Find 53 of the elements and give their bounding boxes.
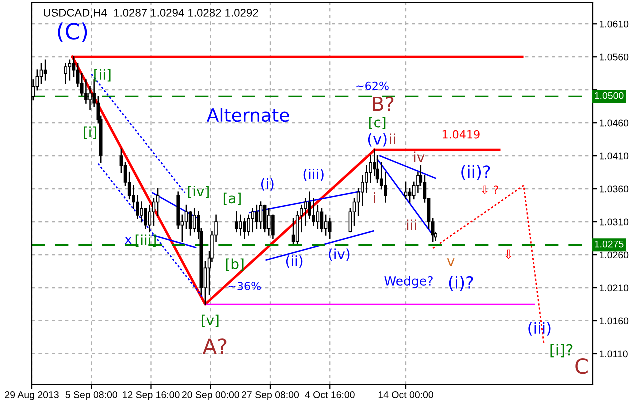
annotation: iv — [414, 152, 425, 162]
annotation: [c] — [370, 116, 386, 130]
annotation: [iv] — [188, 186, 209, 198]
annotation: 1.0419 — [442, 130, 480, 139]
annotation: (iv) — [329, 248, 350, 262]
annotation: (ii)? — [462, 165, 490, 180]
annotation: (i)? — [449, 276, 474, 291]
x-tick-label: 12 Sep 16:00 — [123, 392, 180, 400]
y-tick-label: 1.0410 — [600, 152, 629, 160]
annotation: x — [125, 237, 132, 244]
annotation: B? — [373, 96, 394, 112]
annotation: iii — [407, 220, 416, 230]
annotation: (iii) — [304, 168, 324, 182]
annotation: ⇩ ? — [482, 186, 498, 194]
annotation: C — [576, 358, 588, 374]
annotation: [b] — [226, 258, 244, 272]
annotation: v — [447, 258, 455, 266]
annotation: (iii) — [528, 322, 551, 336]
annotation: [i] — [84, 126, 96, 140]
x-tick-label: 5 Sep 08:00 — [66, 392, 118, 400]
annotation: ⇩ — [506, 250, 512, 260]
ref-line-label: 1.0275 — [595, 240, 624, 248]
annotation: [ii] — [94, 69, 111, 82]
annotation: ~62% — [356, 82, 389, 90]
annotation: Wedge? — [384, 276, 433, 288]
x-tick-label: 14 Oct 00:00 — [378, 392, 434, 398]
annotation: i — [374, 192, 376, 203]
annotation: Alternate — [207, 108, 290, 122]
y-tick-label: 1.0160 — [600, 318, 629, 325]
annotation: [i]? — [550, 344, 573, 358]
annotation: [a] — [224, 192, 241, 206]
x-tick-label: 4 Oct 16:00 — [305, 392, 355, 398]
annotation: (C) — [58, 22, 88, 43]
y-tick-label: 1.0310 — [600, 218, 629, 226]
x-tick-label: 27 Sep 08:00 — [242, 392, 300, 400]
x-tick-label: 20 Sep 00:00 — [182, 392, 240, 400]
y-tick-label: 1.0360 — [600, 186, 629, 193]
annotation: (i) — [261, 178, 274, 191]
annotation: (ii) — [286, 256, 303, 268]
y-tick-label: 1.0560 — [600, 54, 629, 61]
annotation: A? — [202, 338, 227, 354]
x-tick-label: 29 Aug 2013 — [5, 392, 59, 400]
y-tick-label: 1.0110 — [600, 350, 628, 358]
annotation: ~36% — [228, 282, 262, 290]
annotation: [v] — [202, 314, 219, 328]
annotation: (v) — [368, 133, 387, 147]
y-tick-label: 1.0460 — [600, 120, 629, 127]
y-tick-label: 1.0610 — [600, 20, 629, 28]
annotation: ii — [390, 134, 396, 144]
chart-title: USDCAD,H4 1.0287 1.0294 1.0282 1.0292 — [44, 9, 258, 18]
y-tick-label: 1.0210 — [600, 284, 629, 292]
ref-line-label: 1.0500 — [595, 92, 624, 100]
y-tick-label: 1.0260 — [600, 252, 629, 259]
